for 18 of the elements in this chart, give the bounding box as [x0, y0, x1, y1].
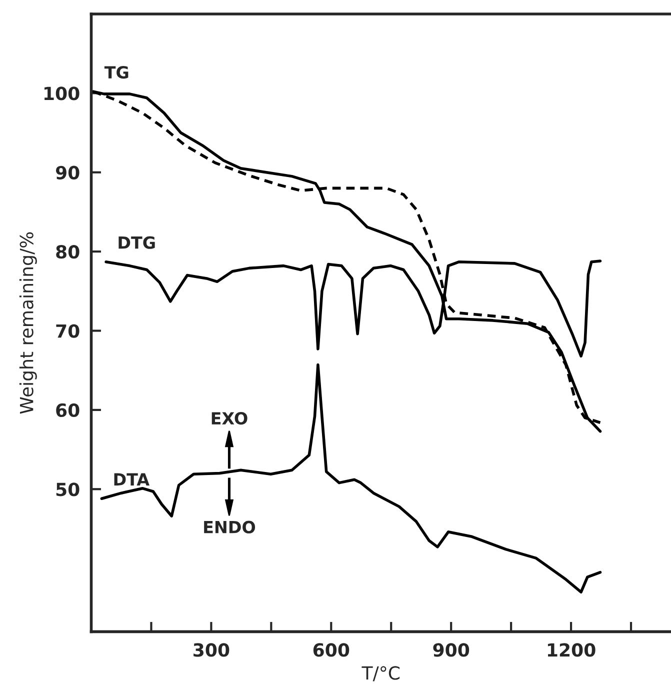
- y-tick-label: 60: [56, 403, 80, 418]
- x-axis-title: T/°C: [362, 666, 400, 682]
- y-axis-title: Weight remaining/%: [19, 232, 37, 414]
- line-series: [100, 363, 602, 594]
- series-label: DTG: [118, 236, 155, 249]
- x-tick-label: 600: [313, 643, 350, 657]
- y-tick-label: 70: [56, 324, 80, 338]
- y-tick-label: 90: [56, 166, 80, 180]
- series-label: TG: [104, 66, 128, 79]
- y-tick-label: 100: [44, 86, 80, 100]
- annotation: ENDO: [204, 520, 256, 534]
- annotation: EXO: [212, 412, 248, 425]
- x-tick-label: 900: [433, 643, 470, 657]
- y-tick-label: 50: [56, 482, 80, 496]
- x-tick-label: 1200: [548, 643, 596, 657]
- x-tick-label: 300: [194, 643, 230, 657]
- series-label: DTA: [114, 473, 150, 486]
- y-tick-label: 80: [56, 245, 80, 259]
